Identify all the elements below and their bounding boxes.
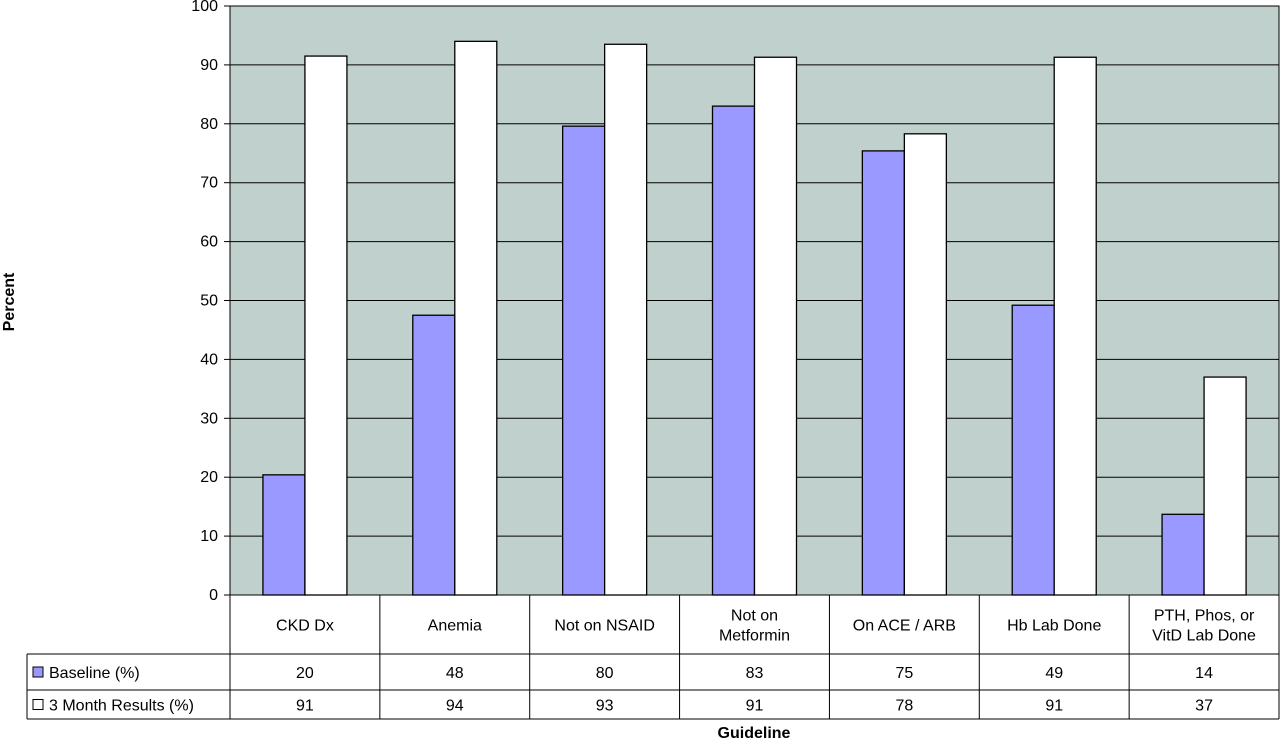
x-axis-title: Guideline <box>718 725 791 742</box>
y-tick-label: 10 <box>200 528 218 545</box>
x-tick-label: PTH, Phos, or VitD Lab Done <box>1152 608 1256 645</box>
data-label: 49 <box>1045 665 1063 682</box>
y-tick-label: 70 <box>200 175 218 192</box>
bar-3-month <box>753 56 798 596</box>
data-label: 14 <box>1195 665 1213 682</box>
bar-3-month <box>903 133 948 596</box>
x-tick-label: Not on Metformin <box>719 608 790 645</box>
data-label: 94 <box>446 698 464 715</box>
data-table: CKD Dx Anemia Not on NSAID Not on Metformin O… <box>26 595 1280 720</box>
bar-3-month <box>1053 56 1097 596</box>
y-tick-label: 80 <box>200 116 218 133</box>
y-tick-label: 60 <box>200 234 218 251</box>
y-tick-label: 0 <box>209 587 218 604</box>
legend-label: 3 Month Results (%) <box>49 698 194 715</box>
data-label: 83 <box>746 665 764 682</box>
bar-baseline <box>1161 513 1205 596</box>
x-tick-label: CKD Dx <box>276 618 334 635</box>
bar-baseline <box>561 125 606 596</box>
data-label: 91 <box>296 698 314 715</box>
bars <box>262 40 1247 596</box>
y-tick-label: 40 <box>200 351 218 368</box>
data-label: 91 <box>746 698 764 715</box>
data-label: 37 <box>1195 698 1213 715</box>
x-tick-label: Not on NSAID <box>554 618 654 635</box>
bar-3-month <box>603 43 648 596</box>
x-tick-label: Anemia <box>428 618 482 635</box>
x-tick-label: Hb Lab Done <box>1007 618 1101 635</box>
data-label: 93 <box>596 698 614 715</box>
data-label: 80 <box>596 665 614 682</box>
y-axis-title: Percent <box>1 272 18 331</box>
bar-baseline <box>412 314 456 596</box>
y-tick-label: 50 <box>200 293 218 310</box>
bar-baseline <box>1011 304 1055 596</box>
y-tick-label: 30 <box>200 410 218 427</box>
data-label: 78 <box>895 698 913 715</box>
bar-3-month <box>1203 376 1247 596</box>
legend-label: Baseline (%) <box>49 665 140 682</box>
y-tick-label: 100 <box>191 0 218 15</box>
bar-3-month <box>454 40 498 596</box>
data-label: 48 <box>446 665 464 682</box>
bar-3-month <box>304 55 348 596</box>
legend-key <box>32 666 44 678</box>
legend-key <box>32 699 44 710</box>
bar-baseline <box>861 150 906 596</box>
y-tick-label: 90 <box>200 57 218 74</box>
y-axis-ticks: 0 10 20 30 40 50 60 70 80 90 100 <box>191 0 230 604</box>
x-tick-label: On ACE / ARB <box>853 618 956 635</box>
bar-baseline <box>262 474 306 596</box>
data-label: 91 <box>1045 698 1063 715</box>
bar-baseline <box>711 105 756 596</box>
y-tick-label: 20 <box>200 469 218 486</box>
data-label: 20 <box>296 665 314 682</box>
data-label: 75 <box>895 665 913 682</box>
